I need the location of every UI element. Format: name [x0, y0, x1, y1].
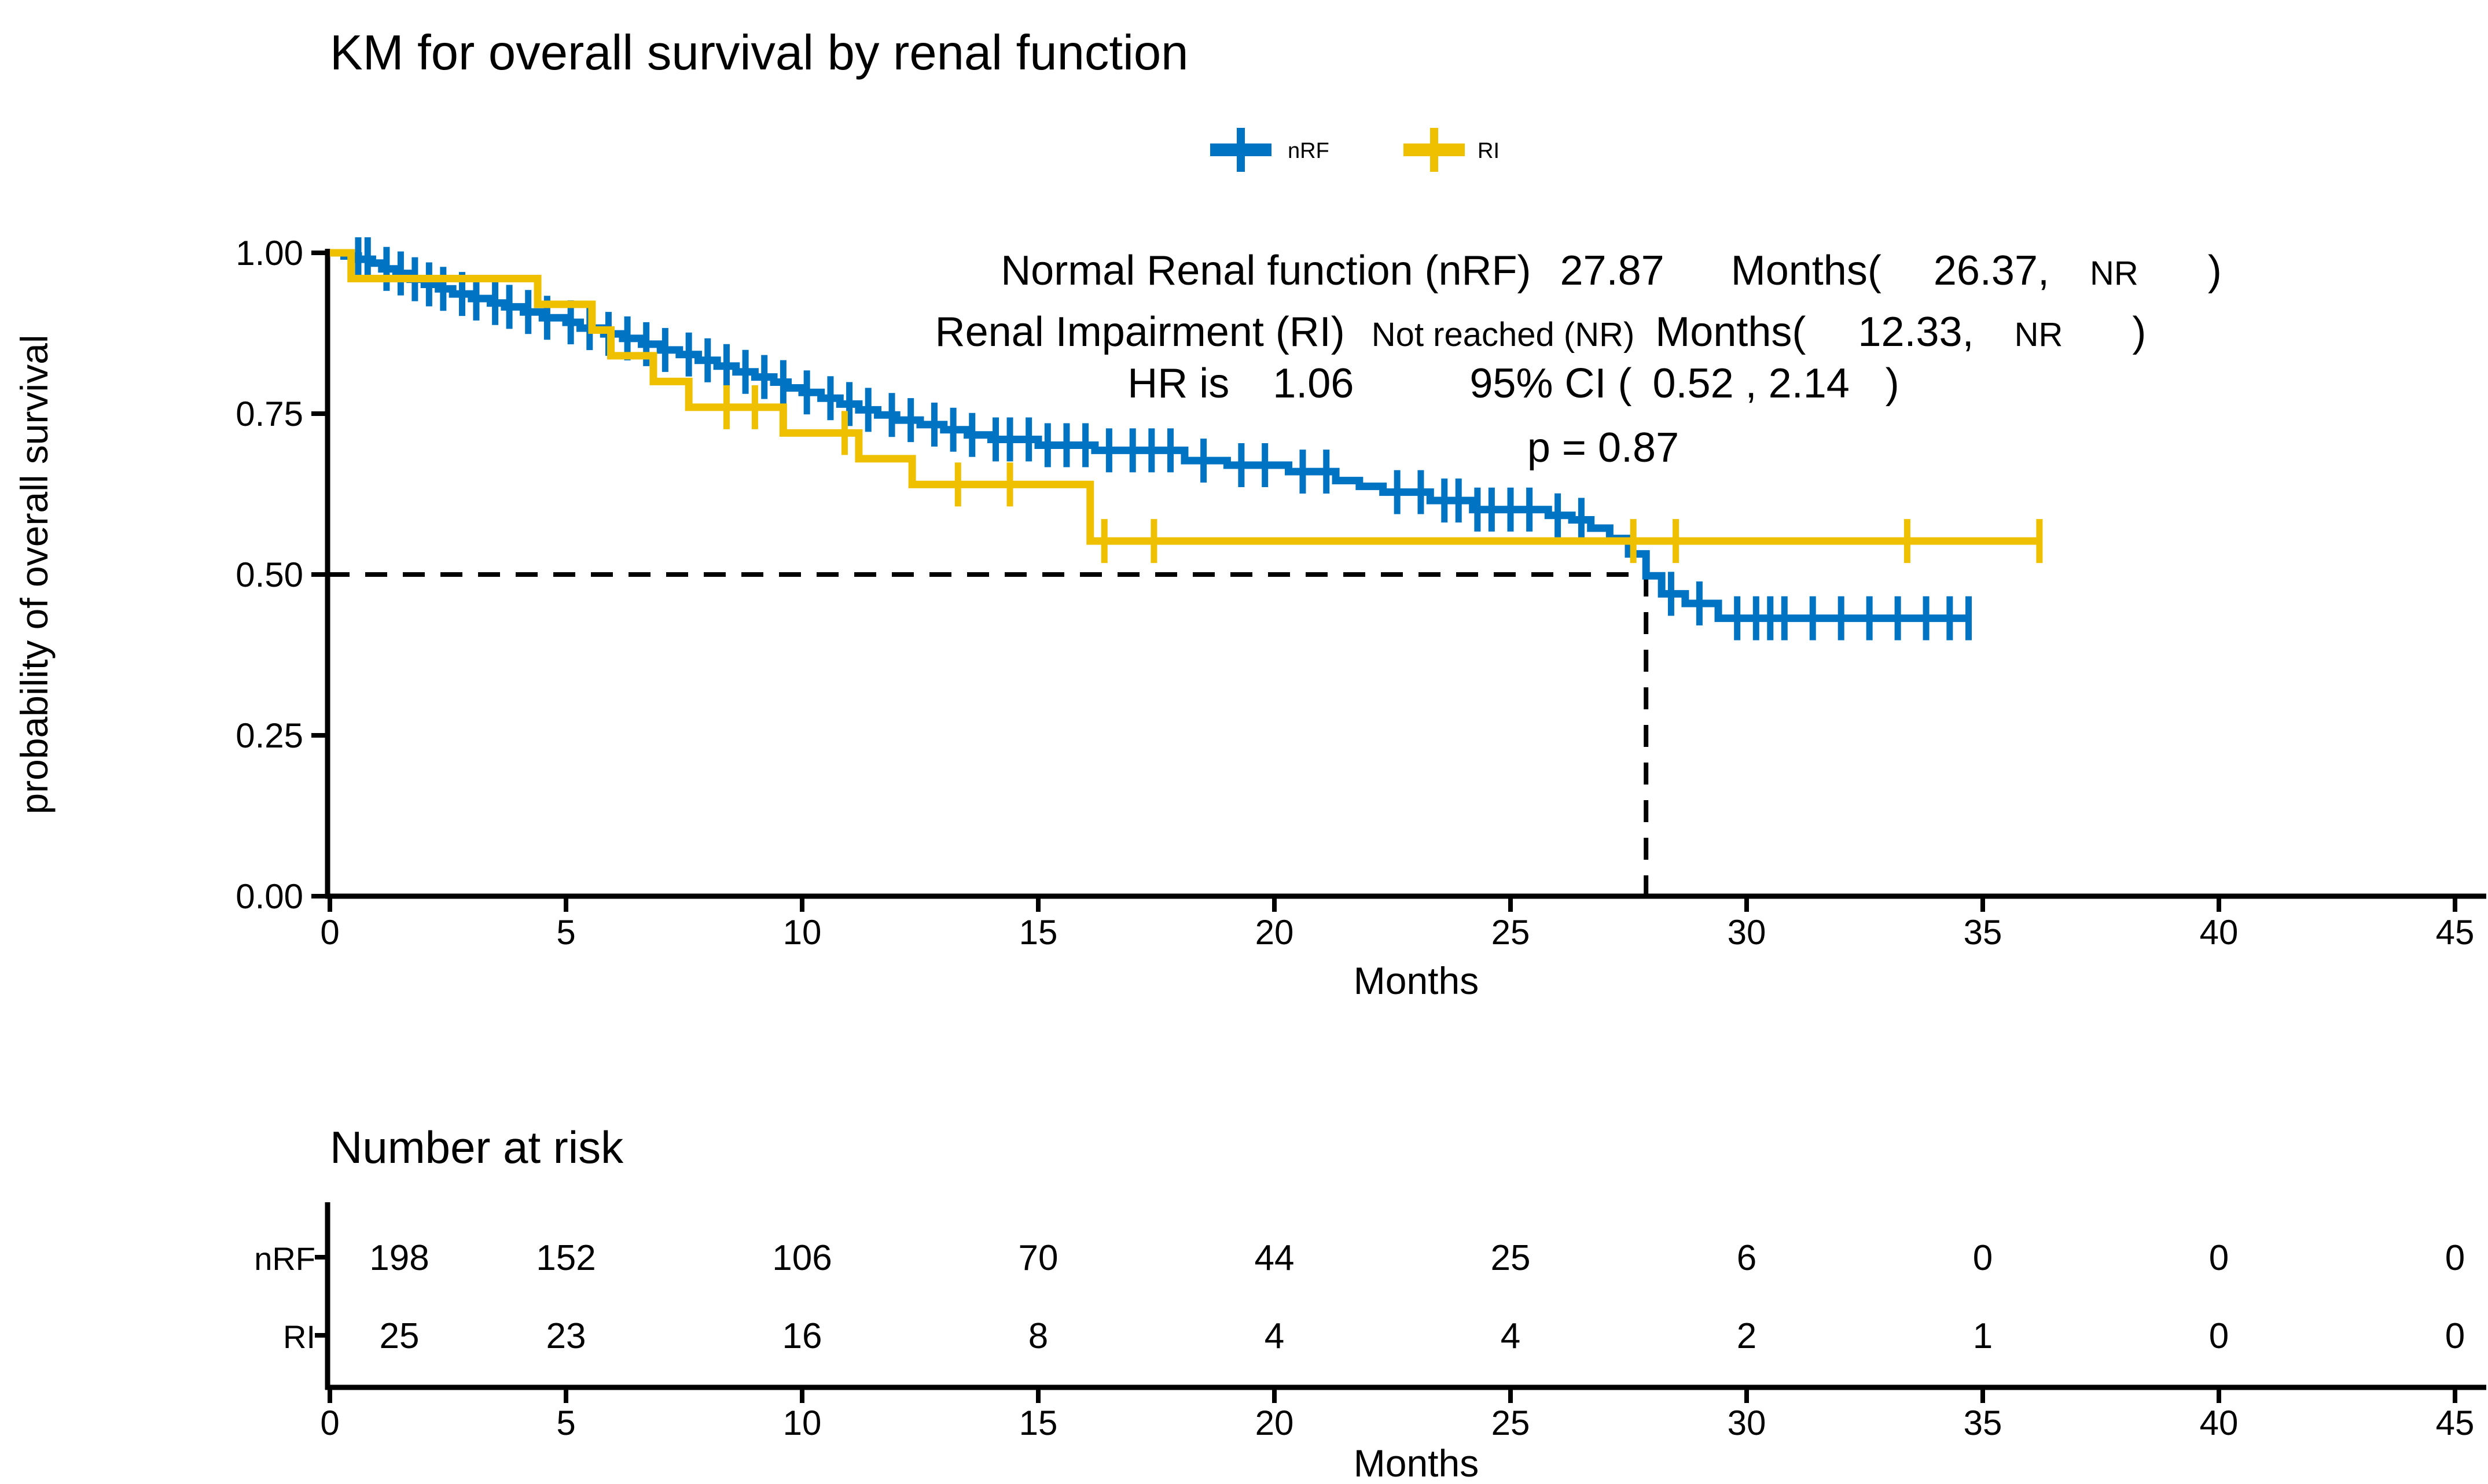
x-tick-label: 0: [320, 913, 339, 952]
risk-x-tick-label: 45: [2436, 1404, 2475, 1442]
x-tick-label: 20: [1255, 913, 1294, 952]
x-tick-label: 35: [1964, 913, 2002, 952]
risk-x-tick-label: 15: [1019, 1404, 1058, 1442]
risk-value: 44: [1255, 1238, 1295, 1278]
risk-row-label-nrf: nRF: [254, 1240, 315, 1277]
generated-chart-content: 0 5 10 15 20 25 30 35 40 451.000.750.500.250.000 5…: [236, 234, 2474, 1442]
legend-label-nrf: nRF: [1288, 139, 1329, 163]
risk-value: 2: [1737, 1316, 1756, 1356]
risk-value: 8: [1028, 1316, 1048, 1356]
x-tick-label: 10: [783, 913, 822, 952]
risk-value: 25: [1491, 1238, 1531, 1278]
risk-value: 1: [1973, 1316, 1993, 1356]
x-tick-label: 25: [1491, 913, 1530, 952]
risk-table-x-axis-title: Months: [1354, 1442, 1479, 1484]
km-curve-nrf: [330, 249, 1969, 623]
annotation-line-hazard-ratio: HR is 1.06 95% CI ( 0.52 , 2.14 ): [1127, 360, 1899, 407]
chart-title: KM for overall survival by renal functio…: [330, 25, 1188, 80]
risk-value: 0: [2209, 1316, 2229, 1356]
risk-x-tick-label: 0: [320, 1404, 339, 1442]
y-tick-label: 0.75: [236, 395, 303, 433]
y-tick-label: 0.25: [236, 716, 303, 755]
risk-value: 0: [2445, 1316, 2465, 1356]
risk-value: 198: [369, 1238, 429, 1278]
risk-value: 106: [772, 1238, 832, 1278]
legend: nRF RI: [1210, 128, 1500, 172]
x-tick-label: 40: [2200, 913, 2239, 952]
risk-value: 25: [380, 1316, 420, 1356]
y-tick-label: 0.50: [236, 555, 303, 594]
annotation-line-ri-median: Renal Impairment (RI) Not reached (NR) M…: [935, 309, 2147, 355]
x-tick-label: 5: [556, 913, 575, 952]
risk-value: 70: [1019, 1238, 1059, 1278]
risk-table-title: Number at risk: [330, 1122, 624, 1173]
risk-x-tick-label: 10: [783, 1404, 822, 1442]
y-tick-label: 0.00: [236, 877, 303, 916]
x-tick-label: 45: [2436, 913, 2475, 952]
risk-value: 152: [536, 1238, 596, 1278]
x-axis-title: Months: [1354, 959, 1479, 1002]
risk-value: 6: [1737, 1238, 1756, 1278]
risk-value: 0: [2209, 1238, 2229, 1278]
annotation-block: Normal Renal function (nRF) 27.87 Months…: [935, 248, 2222, 471]
risk-x-tick-label: 5: [556, 1404, 575, 1442]
annotation-p-value: p = 0.87: [1527, 425, 1679, 471]
x-tick-label: 15: [1019, 913, 1058, 952]
risk-value: 4: [1501, 1316, 1520, 1356]
risk-value: 16: [782, 1316, 822, 1356]
risk-x-tick-label: 25: [1491, 1404, 1530, 1442]
risk-value: 4: [1265, 1316, 1284, 1356]
legend-label-ri: RI: [1478, 139, 1500, 163]
risk-x-tick-label: 20: [1255, 1404, 1294, 1442]
km-curve-ri: [330, 249, 2039, 545]
risk-row-label-ri: RI: [283, 1319, 315, 1355]
y-tick-label: 1.00: [236, 234, 303, 273]
risk-value: 0: [2445, 1238, 2465, 1278]
x-tick-label: 30: [1728, 913, 1766, 952]
risk-value: 0: [1973, 1238, 1993, 1278]
y-axis-title: probability of overall survival: [13, 334, 56, 814]
risk-x-tick-label: 35: [1964, 1404, 2002, 1442]
annotation-line-nrf-median: Normal Renal function (nRF) 27.87 Months…: [1001, 248, 2222, 294]
risk-x-tick-label: 30: [1728, 1404, 1766, 1442]
risk-value: 23: [546, 1316, 586, 1356]
risk-x-tick-label: 40: [2200, 1404, 2239, 1442]
